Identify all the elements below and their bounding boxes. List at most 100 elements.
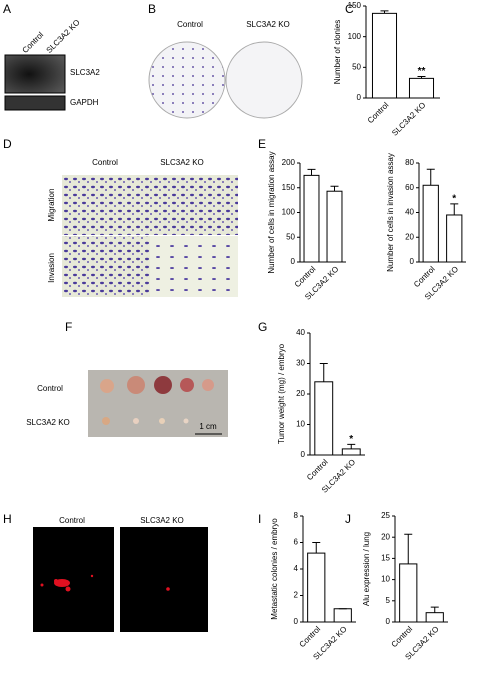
y-axis-label: Number of clonies [333, 20, 342, 84]
scale-label: 1 cm [199, 422, 217, 431]
tumor [100, 379, 114, 393]
y-axis-label: Metastatic colonies / embryo [270, 518, 279, 620]
image-label: Control [59, 516, 85, 525]
y-tick-label: 0 [386, 617, 391, 626]
x-tick-label: SLC3A2 KO [390, 101, 427, 138]
lane-label: SLC3A2 KO [45, 18, 82, 55]
error-bar [319, 363, 328, 382]
error-bar [312, 542, 321, 554]
micrograph [62, 175, 150, 235]
bar [303, 174, 320, 263]
tumor [127, 376, 145, 394]
blot-image [4, 54, 66, 94]
significance: ** [418, 66, 426, 77]
bar [341, 448, 361, 456]
tumor [154, 376, 172, 394]
tumor [102, 417, 110, 425]
panel-letter: C [345, 2, 354, 16]
dish-image [148, 41, 226, 119]
y-tick-label: 2 [294, 591, 299, 600]
y-tick-label: 10 [381, 575, 390, 584]
y-tick-label: 40 [405, 208, 414, 217]
bar [399, 563, 418, 623]
error-bar [426, 168, 435, 186]
tumor [183, 418, 189, 424]
y-axis-label: Number of cells in migration assay [267, 151, 276, 273]
error-bar [430, 606, 439, 613]
y-tick-label: 20 [296, 389, 305, 398]
y-tick-label: 8 [294, 511, 299, 520]
blot-image [4, 95, 66, 111]
y-tick-label: 200 [282, 158, 296, 167]
y-tick-label: 150 [348, 1, 362, 10]
y-tick-label: 0 [291, 257, 296, 266]
bar [326, 190, 343, 263]
tumor [180, 378, 194, 392]
error-bar [380, 10, 389, 14]
row-label: Control [37, 384, 63, 393]
fluorescence-signal [40, 574, 170, 592]
error-bar [347, 443, 356, 449]
tumor [159, 418, 165, 424]
micrograph [150, 175, 238, 235]
y-tick-label: 20 [405, 232, 414, 241]
image-label: SLC3A2 KO [140, 516, 184, 525]
y-tick-label: 40 [296, 328, 305, 337]
band-label: GAPDH [70, 98, 99, 107]
x-tick-label: Control [390, 624, 415, 649]
y-tick-label: 30 [296, 359, 305, 368]
y-tick-label: 0 [301, 450, 306, 459]
panel-letter: H [3, 512, 12, 526]
y-axis-label: Alu expression / lung [362, 532, 371, 606]
panels: SLC3A2 GAPDH Control SLC3A2 KO Control S… [3, 2, 354, 632]
micrograph [62, 236, 150, 297]
y-axis-label: Tumor weight (mg) / embryo [277, 343, 286, 444]
y-tick-label: 80 [405, 158, 414, 167]
bar [425, 612, 444, 623]
y-tick-label: 0 [294, 617, 299, 626]
row-label: SLC3A2 KO [26, 418, 70, 427]
y-tick-label: 50 [286, 232, 295, 241]
bar [333, 608, 352, 623]
error-bar [450, 203, 459, 215]
panel-letter: E [258, 137, 266, 151]
row-label: Invasion [47, 253, 56, 283]
panel-letter: B [148, 2, 156, 16]
y-axis-label: Number of cells in invasion assay [386, 153, 395, 272]
y-tick-label: 50 [352, 62, 361, 71]
tumor [133, 418, 139, 424]
significance: * [452, 193, 456, 204]
panel-letter: F [65, 320, 72, 334]
bar [408, 77, 435, 99]
dish-label: Control [177, 20, 203, 29]
y-tick-label: 0 [357, 93, 362, 102]
y-tick-label: 6 [294, 538, 299, 547]
dish-label: SLC3A2 KO [246, 20, 290, 29]
lane-label: Control [21, 30, 46, 55]
x-tick-label: Control [366, 100, 391, 125]
y-tick-label: 60 [405, 183, 414, 192]
tumor [202, 379, 214, 391]
column-label: SLC3A2 KO [160, 158, 204, 167]
error-bar [307, 168, 316, 176]
y-tick-label: 10 [296, 420, 305, 429]
x-tick-label: Control [298, 624, 323, 649]
y-tick-label: 100 [282, 208, 296, 217]
y-tick-label: 25 [381, 511, 390, 520]
error-bar [417, 76, 426, 79]
bar [422, 184, 439, 263]
bar [307, 552, 326, 623]
band-label: SLC3A2 [70, 68, 100, 77]
y-tick-label: 15 [381, 554, 390, 563]
significance: * [349, 434, 353, 445]
y-tick-label: 150 [282, 183, 296, 192]
bar [446, 214, 463, 263]
column-label: Control [92, 158, 118, 167]
y-tick-label: 4 [294, 564, 299, 573]
panel-letter: I [258, 512, 261, 526]
error-bar [404, 533, 413, 564]
panel-letter: A [3, 2, 11, 16]
micrograph [150, 236, 238, 297]
row-label: Migration [47, 189, 56, 222]
